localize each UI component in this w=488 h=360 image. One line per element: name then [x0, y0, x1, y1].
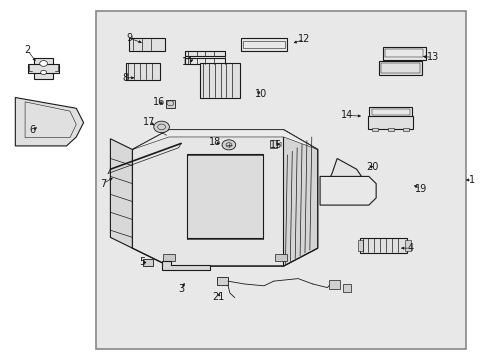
Text: 18: 18	[209, 138, 221, 147]
Circle shape	[222, 140, 235, 150]
Text: 7: 7	[100, 179, 106, 189]
Bar	[274, 253, 286, 261]
Text: 5: 5	[139, 257, 145, 267]
Bar	[382, 47, 425, 59]
Bar	[371, 128, 377, 131]
Bar	[342, 284, 350, 292]
Text: 11: 11	[182, 57, 194, 67]
Polygon shape	[15, 98, 83, 146]
Bar	[387, 128, 393, 131]
Bar	[163, 253, 175, 261]
Text: 1: 1	[468, 175, 474, 185]
Text: 2: 2	[24, 45, 31, 55]
Bar	[405, 240, 410, 251]
Bar	[329, 280, 339, 289]
Bar	[96, 12, 466, 348]
Text: 10: 10	[255, 89, 267, 99]
Text: 6: 6	[29, 125, 35, 135]
Bar	[143, 259, 153, 266]
Bar	[200, 63, 240, 98]
Bar	[403, 128, 408, 131]
Circle shape	[41, 70, 46, 75]
Bar	[217, 277, 227, 285]
Circle shape	[40, 60, 47, 66]
Bar	[243, 41, 284, 48]
Bar	[28, 64, 60, 73]
Text: 4: 4	[407, 243, 412, 253]
Bar	[185, 50, 225, 56]
Bar	[359, 238, 407, 253]
Text: 20: 20	[366, 162, 378, 172]
Polygon shape	[161, 261, 210, 270]
Polygon shape	[132, 130, 317, 266]
Bar	[165, 100, 174, 108]
Bar	[385, 49, 423, 57]
Bar	[126, 63, 159, 80]
Bar	[368, 107, 411, 117]
Bar	[371, 109, 409, 115]
Bar	[185, 58, 225, 64]
Text: 8: 8	[122, 73, 128, 83]
Text: 16: 16	[153, 97, 165, 107]
Polygon shape	[327, 158, 366, 202]
Bar	[187, 154, 262, 238]
Bar	[367, 116, 412, 130]
Polygon shape	[110, 139, 132, 248]
Text: 13: 13	[426, 52, 438, 62]
Text: 21: 21	[212, 292, 224, 302]
Bar	[378, 60, 422, 75]
Circle shape	[154, 121, 169, 133]
Polygon shape	[132, 130, 317, 149]
Bar	[357, 240, 363, 251]
Text: 15: 15	[269, 140, 281, 150]
Bar	[241, 39, 286, 50]
Text: 3: 3	[178, 284, 184, 294]
Text: 17: 17	[143, 117, 155, 127]
Bar	[34, 58, 53, 78]
Bar	[129, 38, 164, 51]
Text: 14: 14	[340, 111, 352, 121]
Polygon shape	[320, 176, 375, 205]
Text: 19: 19	[414, 184, 426, 194]
Text: 9: 9	[126, 33, 133, 43]
Polygon shape	[283, 130, 317, 266]
Bar	[380, 63, 419, 73]
Text: 12: 12	[298, 35, 310, 44]
Bar	[270, 140, 277, 148]
